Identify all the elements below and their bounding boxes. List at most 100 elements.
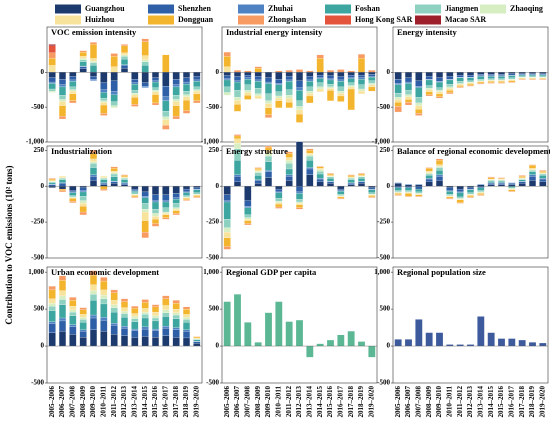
bar-segment [172, 213, 180, 216]
bar-segment [223, 227, 231, 233]
bar-segment [368, 187, 376, 190]
bar-segment [326, 173, 335, 176]
bar-segment [79, 319, 87, 323]
bar-segment [162, 309, 170, 313]
bar-segment [254, 79, 262, 82]
bar-segment [182, 110, 191, 114]
bar-segment [425, 173, 433, 176]
x-tick-label: 2013–2014 [476, 386, 484, 418]
y-tick-label: 0 [216, 182, 220, 190]
bar-segment [394, 190, 402, 193]
bar-segment [347, 183, 355, 185]
bar-segment [456, 199, 464, 200]
bar-segment [539, 178, 547, 182]
bar-segment [508, 79, 516, 81]
bar [275, 301, 283, 347]
bar-segment [100, 89, 108, 93]
bar-segment [539, 73, 547, 75]
bar-segment [487, 176, 495, 178]
bar-segment [528, 74, 537, 77]
bar-segment [141, 191, 149, 197]
bar-segment [435, 164, 444, 167]
bar-segment [435, 90, 444, 92]
bar-segment [89, 329, 98, 347]
bar-segment [254, 93, 262, 97]
bar-segment [120, 183, 129, 185]
bar-segment [58, 290, 67, 296]
bar [467, 344, 474, 347]
bar-segment [120, 311, 129, 314]
x-tick-label: 2018–2019 [357, 386, 365, 418]
bar-segment [131, 84, 139, 91]
bar-segment [162, 295, 170, 299]
bar-segment [415, 109, 423, 114]
y-tick-label: 1,000 [28, 268, 44, 276]
bar-segment [120, 52, 129, 55]
bar-segment [89, 42, 98, 45]
bar-segment [233, 181, 242, 187]
bar-segment [69, 315, 77, 325]
bar-segment [131, 321, 139, 330]
bar-segment [326, 79, 335, 85]
bar-segment [295, 141, 304, 187]
bar-segment [141, 299, 149, 303]
bar-segment [48, 183, 56, 185]
bar-segment [244, 220, 252, 224]
y-tick-label: 500 [34, 305, 45, 313]
bar-segment [446, 186, 454, 188]
bar-segment [539, 171, 547, 173]
bar-segment [518, 175, 526, 177]
bar-segment [435, 160, 444, 165]
bar-segment [508, 186, 516, 188]
bar-segment [100, 82, 108, 90]
bar-segment [446, 190, 454, 192]
bar-segment [435, 180, 444, 187]
bar-segment [100, 176, 108, 178]
bar-segment [254, 68, 262, 73]
bar-segment [79, 331, 87, 338]
bar-segment [285, 81, 293, 90]
bar-segment [89, 61, 98, 63]
bar-segment [48, 65, 56, 73]
x-tick-label: 2013–2014 [130, 386, 138, 418]
bar-segment [415, 102, 423, 106]
bar-segment [110, 166, 118, 169]
bar-segment [162, 335, 170, 347]
bar-segment [357, 91, 366, 95]
bar-segment [394, 99, 402, 103]
bar-segment [539, 77, 547, 79]
legend-label: Zhongshan [268, 15, 307, 24]
bar-segment [394, 79, 402, 84]
bar-segment [141, 72, 149, 83]
y-tick-label: 0 [41, 342, 45, 350]
bar [285, 321, 293, 347]
bar-segment [456, 192, 464, 198]
bar-segment [120, 56, 129, 60]
bar-segment [456, 84, 464, 86]
bar-segment [316, 166, 324, 167]
bar-segment [435, 176, 444, 181]
bar-segment [120, 328, 129, 336]
legend-swatch [148, 15, 174, 25]
x-tick-label: 2017–2018 [347, 386, 355, 418]
legend-box [50, 2, 548, 26]
bar-segment [539, 74, 547, 77]
bar-segment [244, 84, 252, 91]
bar-segment [172, 312, 180, 316]
bar-segment [69, 72, 77, 77]
bar-segment [89, 76, 98, 80]
bar-segment [456, 72, 464, 76]
bar-segment [193, 81, 201, 88]
bar-segment [316, 178, 324, 182]
bar-segment [394, 102, 402, 107]
bar-segment [58, 105, 67, 117]
y-tick-label: 0 [216, 342, 220, 350]
bar-segment [141, 326, 149, 330]
bar-segment [487, 81, 495, 83]
bar-segment [172, 329, 180, 338]
bar-segment [131, 188, 139, 191]
bar-segment [162, 100, 170, 112]
panel-title: VOC emission intensity [51, 27, 137, 37]
legend-label: Jiangmen [445, 4, 479, 13]
bar-segment [131, 186, 139, 190]
